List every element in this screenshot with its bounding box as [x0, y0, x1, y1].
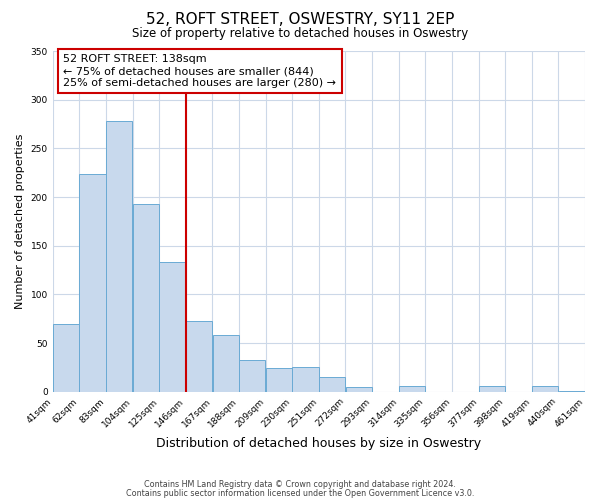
Bar: [106, 121, 133, 392]
Text: 52 ROFT STREET: 138sqm
← 75% of detached houses are smaller (844)
25% of semi-de: 52 ROFT STREET: 138sqm ← 75% of detached…: [64, 54, 337, 88]
Text: Size of property relative to detached houses in Oswestry: Size of property relative to detached ho…: [132, 28, 468, 40]
Bar: [212, 336, 239, 392]
Bar: [266, 368, 292, 392]
X-axis label: Distribution of detached houses by size in Oswestry: Distribution of detached houses by size …: [156, 437, 481, 450]
Bar: [133, 204, 159, 392]
Text: Contains public sector information licensed under the Open Government Licence v3: Contains public sector information licen…: [126, 488, 474, 498]
Bar: [79, 174, 106, 392]
Bar: [479, 386, 505, 392]
Y-axis label: Number of detached properties: Number of detached properties: [15, 134, 25, 309]
Bar: [53, 324, 79, 392]
Text: 52, ROFT STREET, OSWESTRY, SY11 2EP: 52, ROFT STREET, OSWESTRY, SY11 2EP: [146, 12, 454, 28]
Bar: [160, 262, 185, 392]
Bar: [346, 387, 372, 392]
Bar: [399, 386, 425, 392]
Bar: [239, 360, 265, 392]
Bar: [186, 320, 212, 392]
Bar: [292, 368, 319, 392]
Bar: [319, 377, 345, 392]
Bar: [559, 390, 585, 392]
Bar: [532, 386, 558, 392]
Text: Contains HM Land Registry data © Crown copyright and database right 2024.: Contains HM Land Registry data © Crown c…: [144, 480, 456, 489]
